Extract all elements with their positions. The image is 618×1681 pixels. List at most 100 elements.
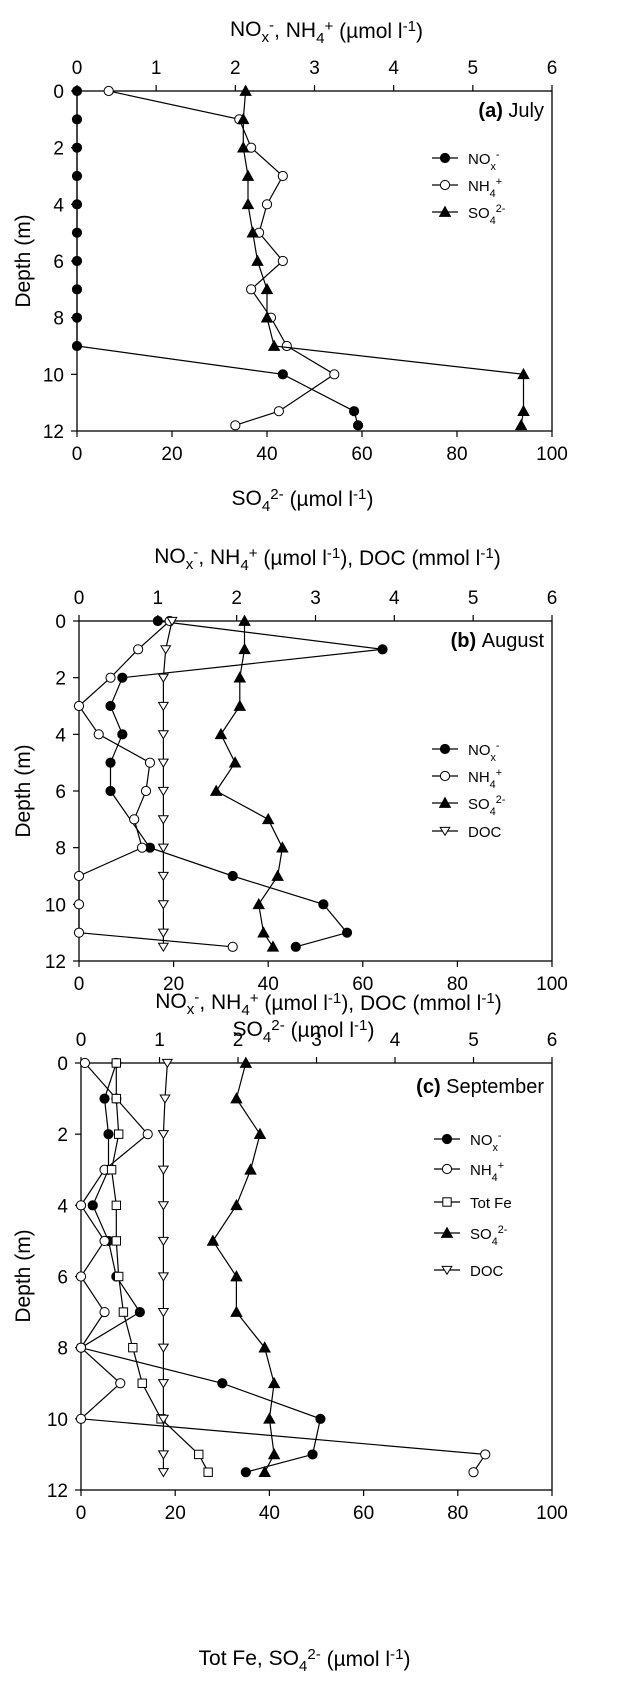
data-point-doc xyxy=(157,1201,170,1211)
data-point-so42- xyxy=(271,869,284,881)
data-point-so42- xyxy=(267,1376,281,1389)
data-point-tot-fe xyxy=(113,1271,124,1282)
bottom-tick-label: 40 xyxy=(258,974,279,995)
data-point-so42- xyxy=(237,112,250,125)
text-run: Tot Fe, xyxy=(199,1647,269,1670)
data-point-so42- xyxy=(209,784,223,796)
legend-marker xyxy=(439,152,451,164)
legend-label: NOx- xyxy=(468,740,500,764)
y-tick-label: 6 xyxy=(53,252,64,273)
bottom-tick-label: 100 xyxy=(536,444,568,465)
text-run: l xyxy=(385,1648,390,1671)
bottom-tick-label: 0 xyxy=(72,444,83,465)
data-point-nox- xyxy=(117,672,128,683)
data-point-nh4- xyxy=(281,340,292,352)
data-point-doc xyxy=(157,758,170,768)
text-run: 2- xyxy=(496,203,506,215)
data-point-nox- xyxy=(105,757,116,768)
text-run: - xyxy=(496,149,500,161)
legend-marker xyxy=(440,1226,454,1238)
series-line-doc xyxy=(162,620,173,947)
legend-label: SO42- xyxy=(468,794,506,818)
data-point-doc xyxy=(157,1414,170,1425)
text-run: (µmol xyxy=(321,1648,386,1671)
data-point-doc xyxy=(157,1379,170,1389)
text-run: x xyxy=(261,29,269,46)
series-line-doc xyxy=(162,1062,168,1473)
text-run: ) xyxy=(366,488,373,511)
legend-marker xyxy=(439,770,451,782)
text-run: x xyxy=(491,161,497,173)
data-point-nh4- xyxy=(103,85,114,97)
text-run: + xyxy=(496,176,502,188)
text-run: NO xyxy=(468,151,491,168)
data-point-nh4- xyxy=(115,1378,126,1389)
panel-letter: (a) xyxy=(478,100,508,122)
data-point-doc xyxy=(157,1130,170,1140)
text-run: DOC xyxy=(468,824,502,841)
y-tick-label: 0 xyxy=(55,612,66,633)
panel-letter: (b) xyxy=(451,630,482,652)
data-point-so42- xyxy=(244,1163,257,1175)
data-point-tot-fe xyxy=(203,1467,213,1477)
text-run: SO xyxy=(468,796,490,813)
text-run: , xyxy=(274,19,286,42)
y-tick-label: 6 xyxy=(55,782,66,803)
y-tick-label: 12 xyxy=(43,422,64,443)
data-point-tot-fe xyxy=(128,1342,138,1353)
text-run: x xyxy=(491,752,497,764)
text-run: NH xyxy=(210,546,240,569)
y-axis-title: Depth (m) xyxy=(12,744,35,837)
data-point-nh4- xyxy=(73,899,85,910)
data-point-nox- xyxy=(134,1306,145,1318)
data-point-nox- xyxy=(71,312,83,323)
data-point-doc xyxy=(157,1307,170,1318)
y-tick-label: 12 xyxy=(45,952,66,973)
data-point-nox- xyxy=(71,114,83,125)
bottom-tick-label: 20 xyxy=(161,444,182,465)
text-run: 4 xyxy=(492,1172,498,1184)
data-point-doc xyxy=(160,645,172,655)
text-run: (µmol xyxy=(258,547,323,570)
y-tick-label: 2 xyxy=(57,1125,68,1146)
text-run: Tot Fe xyxy=(470,1195,512,1212)
text-run: l xyxy=(323,992,328,1015)
y-tick-label: 8 xyxy=(57,1339,68,1360)
text-run: NO xyxy=(470,1132,493,1149)
bottom-tick-label: 100 xyxy=(536,974,568,995)
series-line-nh4- xyxy=(108,90,336,426)
series-line-nox- xyxy=(76,91,359,426)
text-run: NH xyxy=(211,991,241,1014)
text-run: l xyxy=(348,488,353,511)
text-run: ) xyxy=(403,1648,410,1671)
data-point-doc xyxy=(157,701,170,712)
bottom-tick-label: 0 xyxy=(74,974,85,995)
bottom-tick-label: 80 xyxy=(447,1503,468,1524)
bottom-tick-label: 100 xyxy=(536,1503,568,1524)
data-point-tot-fe xyxy=(106,1165,117,1175)
text-run: -1 xyxy=(403,18,416,35)
text-run: 2- xyxy=(496,794,506,806)
data-point-so42- xyxy=(239,1056,253,1068)
y-tick-label: 10 xyxy=(43,365,64,386)
data-point-so42- xyxy=(239,84,252,96)
data-point-nh4- xyxy=(230,420,241,431)
legend-label: NH4+ xyxy=(470,1160,504,1184)
data-point-nh4- xyxy=(227,941,238,952)
series-line-so42- xyxy=(212,1062,275,1473)
data-point-tot-fe xyxy=(194,1449,204,1460)
series-line-nh4- xyxy=(79,1062,487,1473)
text-run: - xyxy=(269,17,274,34)
data-point-nh4- xyxy=(261,199,273,210)
data-point-doc xyxy=(161,1058,174,1069)
data-point-nox- xyxy=(71,170,83,182)
text-run: -1 xyxy=(328,990,341,1007)
data-point-nox- xyxy=(71,142,83,153)
text-run: -1 xyxy=(354,1017,367,1034)
top-tick-label: 2 xyxy=(230,58,241,79)
text-run: NH xyxy=(470,1162,492,1179)
data-point-nh4- xyxy=(75,1200,87,1211)
top-axis-title: NOx-, NH4+ (µmol l-1), DOC (mmol l-1) xyxy=(155,989,502,1019)
